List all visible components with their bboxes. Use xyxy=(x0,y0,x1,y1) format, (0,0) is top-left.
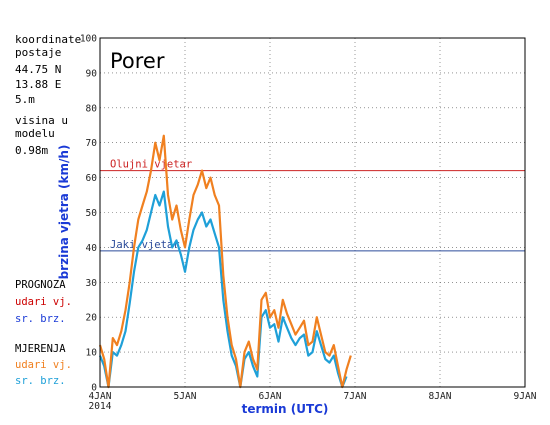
x-tick-label: 6JAN xyxy=(259,391,282,402)
legend-forecast-mean: sr. brz. xyxy=(15,313,66,325)
y-axis-ticks: 0 10 20 30 40 50 60 70 80 90 100 xyxy=(80,34,97,394)
threshold-label: Jaki vjetar xyxy=(110,239,180,251)
y-tick-label: 100 xyxy=(80,34,97,45)
x-tick-label: 9JAN xyxy=(514,391,537,402)
x-axis-title: termin (UTC) xyxy=(242,402,329,416)
plot-frame xyxy=(99,37,526,388)
station-elevation: 5.m xyxy=(15,93,35,106)
model-height: 0.98m xyxy=(15,144,49,157)
y-tick-label: 50 xyxy=(86,208,98,219)
x-tick-label: 7JAN xyxy=(344,391,367,402)
legend-obs-title: MJERENJA xyxy=(15,343,66,355)
y-tick-label: 60 xyxy=(86,173,98,184)
x-tick-label: 5JAN xyxy=(174,391,197,402)
y-tick-label: 20 xyxy=(86,313,98,324)
height-title: visina u xyxy=(15,114,68,127)
station-lon: 13.88 E xyxy=(15,78,62,91)
chart-grid xyxy=(100,38,525,387)
coord-title-2: postaje xyxy=(15,46,62,59)
x-tick-sublabel: 2014 xyxy=(89,401,112,412)
coord-title: koordinate xyxy=(15,33,82,46)
station-lat: 44.75 N xyxy=(15,63,62,76)
y-tick-label: 80 xyxy=(86,103,98,114)
height-title-2: modelu xyxy=(15,127,55,140)
y-tick-label: 30 xyxy=(86,278,98,289)
legend-forecast-title: PROGNOZA xyxy=(15,279,66,291)
chart-series xyxy=(98,134,352,389)
legend-obs-gust: udari vj. xyxy=(15,359,72,371)
y-tick-label: 0 xyxy=(91,383,97,394)
series-line-mean xyxy=(98,190,348,389)
y-tick-label: 40 xyxy=(86,243,98,254)
legend-obs-mean: sr. brz. xyxy=(15,375,66,387)
x-tick-label: 8JAN xyxy=(429,391,452,402)
series-line-gust xyxy=(98,134,352,389)
y-axis-title: brzina vjetra (km/h) xyxy=(57,145,71,280)
y-tick-label: 10 xyxy=(86,348,98,359)
y-tick-label: 90 xyxy=(86,68,98,79)
x-tick-label: 4JAN xyxy=(89,391,112,402)
y-tick-label: 70 xyxy=(86,138,98,149)
chart-title: Porer xyxy=(110,49,165,73)
legend-forecast-gust: udari vj. xyxy=(15,296,72,308)
